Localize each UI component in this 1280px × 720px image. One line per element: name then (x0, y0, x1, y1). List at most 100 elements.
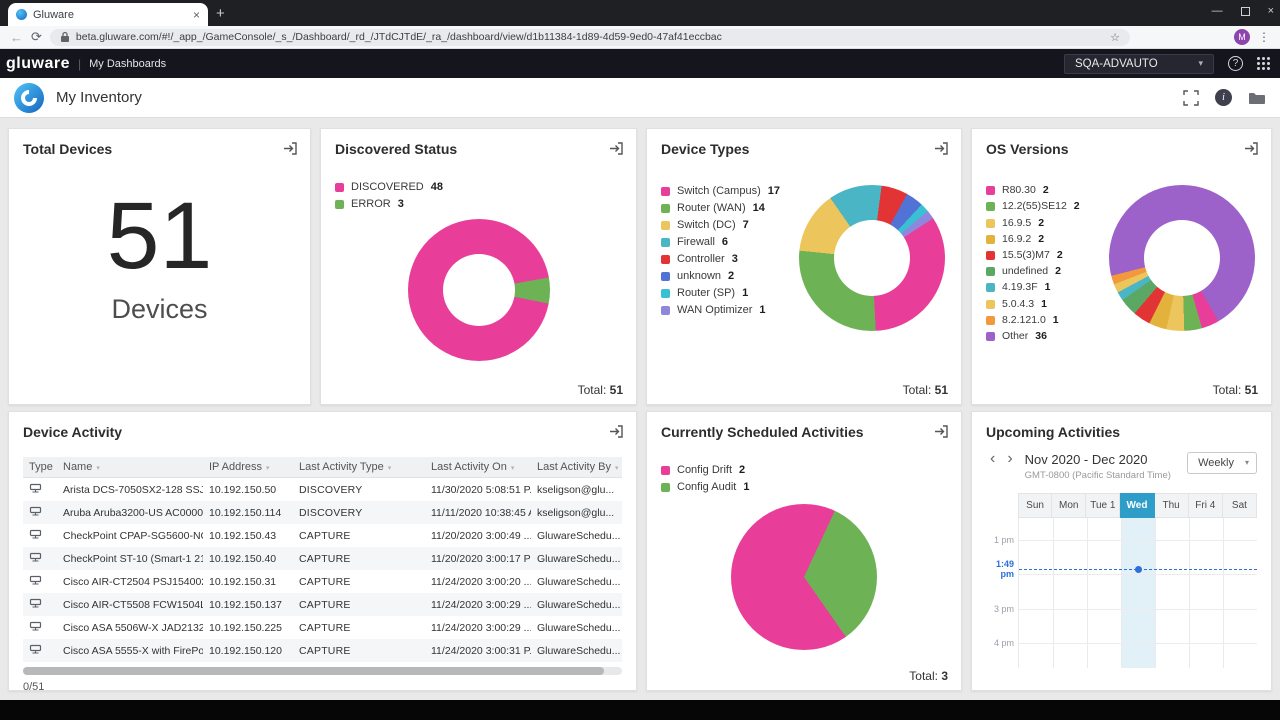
legend-swatch-icon (986, 267, 995, 277)
extension-icon[interactable] (1214, 31, 1226, 43)
legend-value: 2 (1042, 184, 1049, 197)
calendar-day-tue[interactable]: Tue 1 (1086, 493, 1121, 518)
legend-item[interactable]: Switch (Campus) 17 (661, 185, 799, 198)
legend-item[interactable]: Router (WAN) 14 (661, 202, 799, 215)
legend-item[interactable]: Router (SP) 1 (661, 287, 799, 300)
calendar-day-mon[interactable]: Mon (1052, 493, 1087, 518)
column-header-last-activity-on[interactable]: Last Activity On ▾ (425, 457, 531, 478)
refresh-icon[interactable]: ⟳ (31, 29, 42, 44)
device-type-icon (29, 481, 42, 494)
extension-icon[interactable] (1176, 31, 1188, 43)
calendar-columns (1018, 518, 1257, 668)
legend-item[interactable]: 12.2(55)SE12 2 (986, 200, 1109, 213)
legend-item[interactable]: 16.9.5 2 (986, 217, 1109, 230)
column-header-name[interactable]: Name ▾ (57, 457, 203, 478)
column-header-last-activity-type[interactable]: Last Activity Type ▾ (293, 457, 425, 478)
export-icon[interactable] (608, 423, 625, 445)
table-row[interactable]: Cisco AIR-CT5508 FCW1504L0H8 10.192.150.… (23, 593, 622, 616)
calendar-prev-icon[interactable]: ‹ (990, 450, 996, 467)
table-row[interactable]: Cisco AIR-CT2504 PSJ1540027F 10.192.150.… (23, 570, 622, 593)
legend-item[interactable]: R80.30 2 (986, 184, 1109, 197)
table-row[interactable]: CheckPoint CPAP-SG5600-NGT... 10.192.150… (23, 524, 622, 547)
window-maximize-button[interactable] (1240, 6, 1250, 16)
calendar-day-thu[interactable]: Thu (1154, 493, 1189, 518)
folder-icon[interactable] (1248, 91, 1266, 105)
profile-avatar[interactable]: M (1234, 29, 1250, 45)
export-icon[interactable] (608, 140, 625, 162)
legend-item[interactable]: Controller 3 (661, 253, 799, 266)
legend-swatch-icon (661, 306, 670, 315)
legend-item[interactable]: 8.2.121.0 1 (986, 314, 1109, 327)
apps-grid-icon[interactable] (1257, 57, 1270, 70)
help-icon[interactable]: ? (1228, 56, 1243, 71)
extension-icon[interactable] (1195, 31, 1207, 43)
table-row[interactable]: Cisco ASA 5555-X with FirePow... 10.192.… (23, 639, 622, 662)
org-selector[interactable]: SQA-ADVAUTO ▾ (1064, 53, 1214, 74)
cell-last-activity-on: 11/20/2020 3:00:17 PM (431, 552, 531, 565)
table-row[interactable]: Arista DCS-7050SX2-128 SSJ171... 10.192.… (23, 478, 622, 502)
extension-icon[interactable] (1138, 31, 1150, 43)
legend-label: R80.30 (1002, 184, 1036, 197)
calendar-day-sun[interactable]: Sun (1018, 493, 1053, 518)
info-icon[interactable]: i (1215, 89, 1232, 106)
column-header-last-activity-by[interactable]: Last Activity By ▾ (531, 457, 622, 478)
browser-menu-icon[interactable]: ⋮ (1258, 30, 1270, 44)
calendar-body[interactable]: 1 pm 1:49 pm 3 pm 4 pm (986, 518, 1257, 668)
legend-item[interactable]: Other 36 (986, 330, 1109, 343)
window-minimize-button[interactable]: — (1211, 5, 1223, 17)
os-versions-donut-chart[interactable] (1109, 185, 1255, 331)
legend-item[interactable]: 4.19.3F 1 (986, 281, 1109, 294)
table-row[interactable]: Cisco ASA 5506W-X JAD213202... 10.192.15… (23, 616, 622, 639)
nav-my-dashboards[interactable]: My Dashboards (89, 57, 167, 70)
calendar-day-fri[interactable]: Fri 4 (1188, 493, 1223, 518)
legend-item[interactable]: 16.9.2 2 (986, 233, 1109, 246)
legend-item[interactable]: 15.5(3)M7 2 (986, 249, 1109, 262)
calendar-view-select[interactable]: Weekly ▾ (1187, 452, 1257, 474)
calendar-day-wed-selected[interactable]: Wed (1120, 493, 1155, 518)
total-devices-value: 51 (106, 183, 213, 289)
gluware-logo: gluware (6, 54, 70, 72)
device-types-donut-chart[interactable] (799, 185, 945, 331)
column-header-type[interactable]: Type▾ (23, 457, 57, 478)
expand-icon[interactable] (1183, 89, 1199, 106)
legend-item[interactable]: Switch (DC) 7 (661, 219, 799, 232)
legend-item[interactable]: undefined 2 (986, 265, 1109, 278)
table-row[interactable]: CheckPoint ST-10 (Smart-1 210) L... 10.1… (23, 547, 622, 570)
browser-tab[interactable]: Gluware × (8, 3, 208, 26)
calendar-next-icon[interactable]: › (1007, 450, 1013, 467)
export-icon[interactable] (282, 140, 299, 162)
legend-item[interactable]: Config Audit 1 (661, 481, 947, 494)
table-row[interactable]: Aruba Aruba3200-US AC00007... 10.192.150… (23, 501, 622, 524)
extension-icon[interactable] (1157, 31, 1169, 43)
cell-last-activity-on: 11/11/2020 10:38:45 A... (431, 506, 531, 519)
legend-item[interactable]: Config Drift 2 (661, 464, 947, 477)
export-icon[interactable] (933, 423, 950, 445)
discovered-status-donut-chart[interactable] (407, 219, 550, 361)
export-icon[interactable] (1243, 140, 1260, 162)
horizontal-scrollbar[interactable] (23, 667, 605, 675)
cell-ip-address: 10.192.150.225 (209, 621, 282, 634)
new-tab-button[interactable]: + (216, 5, 225, 22)
legend-item[interactable]: DISCOVERED 48 (335, 181, 622, 194)
export-icon[interactable] (933, 140, 950, 162)
window-close-button[interactable]: × (1267, 5, 1274, 17)
legend-item[interactable]: WAN Optimizer 1 (661, 304, 799, 317)
column-header-ip[interactable]: IP Address ▾ (203, 457, 293, 478)
legend-value: 2 (1056, 248, 1063, 261)
page-header: My Inventory i (0, 78, 1280, 118)
bookmark-star-icon[interactable]: ☆ (1110, 31, 1120, 44)
legend-label: Router (WAN) (677, 202, 746, 214)
legend-label: Config Audit (677, 481, 737, 493)
legend-item[interactable]: 5.0.4.3 1 (986, 298, 1109, 311)
legend-item[interactable]: Firewall 6 (661, 236, 799, 249)
tab-close-icon[interactable]: × (192, 7, 200, 22)
cell-name: Cisco AIR-CT5508 FCW1504L0H8 (63, 598, 203, 611)
calendar-day-sat[interactable]: Sat (1222, 493, 1257, 518)
legend-item[interactable]: unknown 2 (661, 270, 799, 283)
legend-item[interactable]: ERROR 3 (335, 198, 622, 211)
back-icon[interactable]: ← (10, 29, 23, 45)
address-bar[interactable]: beta.gluware.com/#!/_app_/GameConsole/_s… (49, 28, 1130, 46)
cell-name: Cisco ASA 5506W-X JAD213202... (63, 621, 203, 634)
scheduled-activities-pie-chart[interactable] (731, 504, 877, 650)
cell-name: Cisco ASA 5555-X with FirePow... (63, 644, 203, 657)
